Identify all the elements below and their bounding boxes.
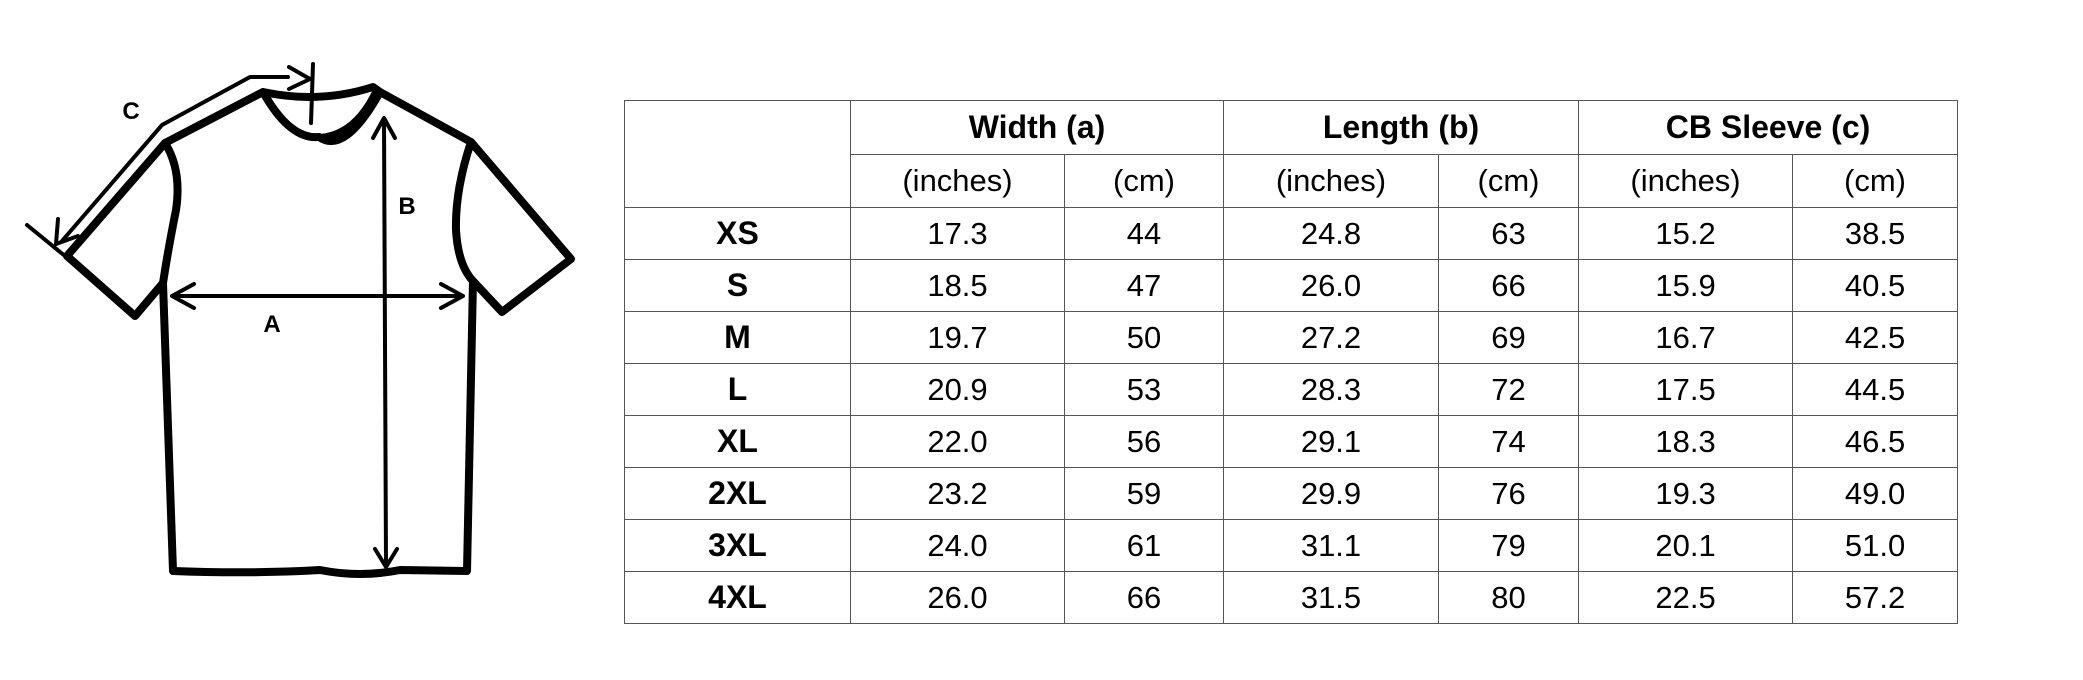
measurement-cell: 15.2 [1578, 207, 1794, 260]
measurement-cell: 31.5 [1223, 571, 1439, 624]
table-row: 3XL 24.0 61 31.1 79 20.1 51.0 [624, 519, 1959, 572]
length-arrowhead-bottom [373, 547, 399, 569]
table-row: S 18.5 47 26.0 66 15.9 40.5 [624, 259, 1959, 312]
header-length: Length (b) [1222, 100, 1580, 155]
measurement-cell: 27.2 [1223, 311, 1439, 364]
unit-header: (inches) [1578, 154, 1794, 208]
label-c: C [122, 98, 139, 125]
unit-header: (cm) [1064, 154, 1224, 208]
measurement-cell: 47 [1064, 259, 1224, 312]
sleeve-arrowhead-top [287, 65, 312, 91]
measurement-cell: 20.1 [1578, 519, 1794, 572]
size-label: 2XL [624, 467, 851, 520]
measurement-cell: 16.7 [1578, 311, 1794, 364]
table-row: M 19.7 50 27.2 69 16.7 42.5 [624, 311, 1959, 364]
measurement-cell: 44 [1064, 207, 1224, 260]
measurement-cell: 19.3 [1578, 467, 1794, 520]
size-label: L [624, 363, 851, 416]
unit-header: (inches) [850, 154, 1065, 208]
measurement-cell: 29.1 [1223, 415, 1439, 468]
unit-header: (cm) [1792, 154, 1959, 208]
width-arrowhead-right [439, 282, 465, 310]
measurement-cell: 23.2 [850, 467, 1065, 520]
neck-curve [260, 87, 379, 141]
measurement-cell: 19.7 [850, 311, 1065, 364]
measurement-cell: 63 [1437, 207, 1580, 260]
measurement-cell: 49.0 [1792, 467, 1959, 520]
tshirt-measurement-diagram: A B C [25, 62, 575, 578]
measurement-cell: 26.0 [850, 571, 1065, 624]
unit-header: (cm) [1437, 154, 1580, 208]
header-cb-sleeve: CB Sleeve (c) [1578, 100, 1959, 155]
size-label: 3XL [624, 519, 851, 572]
corner-cell [624, 100, 851, 208]
measurement-cell: 46.5 [1792, 415, 1959, 468]
measurement-cell: 24.0 [850, 519, 1065, 572]
measurement-cell: 66 [1437, 259, 1580, 312]
length-arrowhead-top [371, 116, 397, 140]
label-a: A [263, 311, 280, 338]
size-label: M [624, 311, 851, 364]
sleeve-arrowhead-bottom [54, 217, 80, 246]
measurement-cell: 53 [1064, 363, 1224, 416]
measurement-cell: 24.8 [1223, 207, 1439, 260]
size-label: XS [624, 207, 851, 260]
measurement-cell: 66 [1064, 571, 1224, 624]
table-row: XS 17.3 44 24.8 63 15.2 38.5 [624, 207, 1959, 260]
size-label: S [624, 259, 851, 312]
neck-marker [309, 62, 315, 125]
measurement-cell: 38.5 [1792, 207, 1959, 260]
table-row: 4XL 26.0 66 31.5 80 22.5 57.2 [624, 571, 1959, 624]
measurement-cell: 51.0 [1792, 519, 1959, 572]
sleeve-measure-line [60, 75, 290, 243]
size-label: XL [624, 415, 851, 468]
measurement-cell: 80 [1437, 571, 1580, 624]
measurement-cell: 15.9 [1578, 259, 1794, 312]
measurement-cell: 59 [1064, 467, 1224, 520]
measurement-cell: 50 [1064, 311, 1224, 364]
table-row: L 20.9 53 28.3 72 17.5 44.5 [624, 363, 1959, 416]
width-arrowhead-left [170, 282, 196, 310]
measurement-cell: 22.5 [1578, 571, 1794, 624]
label-b: B [398, 193, 415, 220]
unit-header-row: (inches) (cm) (inches) (cm) (inches) (cm… [625, 154, 1959, 208]
table-row: 2XL 23.2 59 29.9 76 19.3 49.0 [624, 467, 1959, 520]
measurement-cell: 29.9 [1223, 467, 1439, 520]
size-chart-table: Width (a) Length (b) CB Sleeve (c) (inch… [624, 100, 1959, 624]
measurement-cell: 17.3 [850, 207, 1065, 260]
measurement-cell: 74 [1437, 415, 1580, 468]
measurement-cell: 22.0 [850, 415, 1065, 468]
measurement-cell: 72 [1437, 363, 1580, 416]
measurement-cell: 20.9 [850, 363, 1065, 416]
group-header-row: Width (a) Length (b) CB Sleeve (c) [624, 100, 1959, 208]
sleeve-end-marker [25, 223, 67, 258]
header-width: Width (a) [850, 100, 1224, 155]
shirt-outline [63, 83, 575, 578]
unit-header: (inches) [1223, 154, 1439, 208]
measurement-cell: 69 [1437, 311, 1580, 364]
table-row: XL 22.0 56 29.1 74 18.3 46.5 [624, 415, 1959, 468]
measurement-cell: 40.5 [1792, 259, 1959, 312]
measurement-cell: 42.5 [1792, 311, 1959, 364]
measurement-cell: 26.0 [1223, 259, 1439, 312]
measurement-cell: 56 [1064, 415, 1224, 468]
measurement-cell: 28.3 [1223, 363, 1439, 416]
measurement-cell: 57.2 [1792, 571, 1959, 624]
measurement-cell: 31.1 [1223, 519, 1439, 572]
measurement-cell: 61 [1064, 519, 1224, 572]
size-label: 4XL [624, 571, 851, 624]
measurement-cell: 76 [1437, 467, 1580, 520]
length-arrow [382, 118, 388, 567]
measurement-cell: 17.5 [1578, 363, 1794, 416]
measurement-cell: 18.3 [1578, 415, 1794, 468]
measurement-cell: 18.5 [850, 259, 1065, 312]
measurement-cell: 44.5 [1792, 363, 1959, 416]
measurement-cell: 79 [1437, 519, 1580, 572]
